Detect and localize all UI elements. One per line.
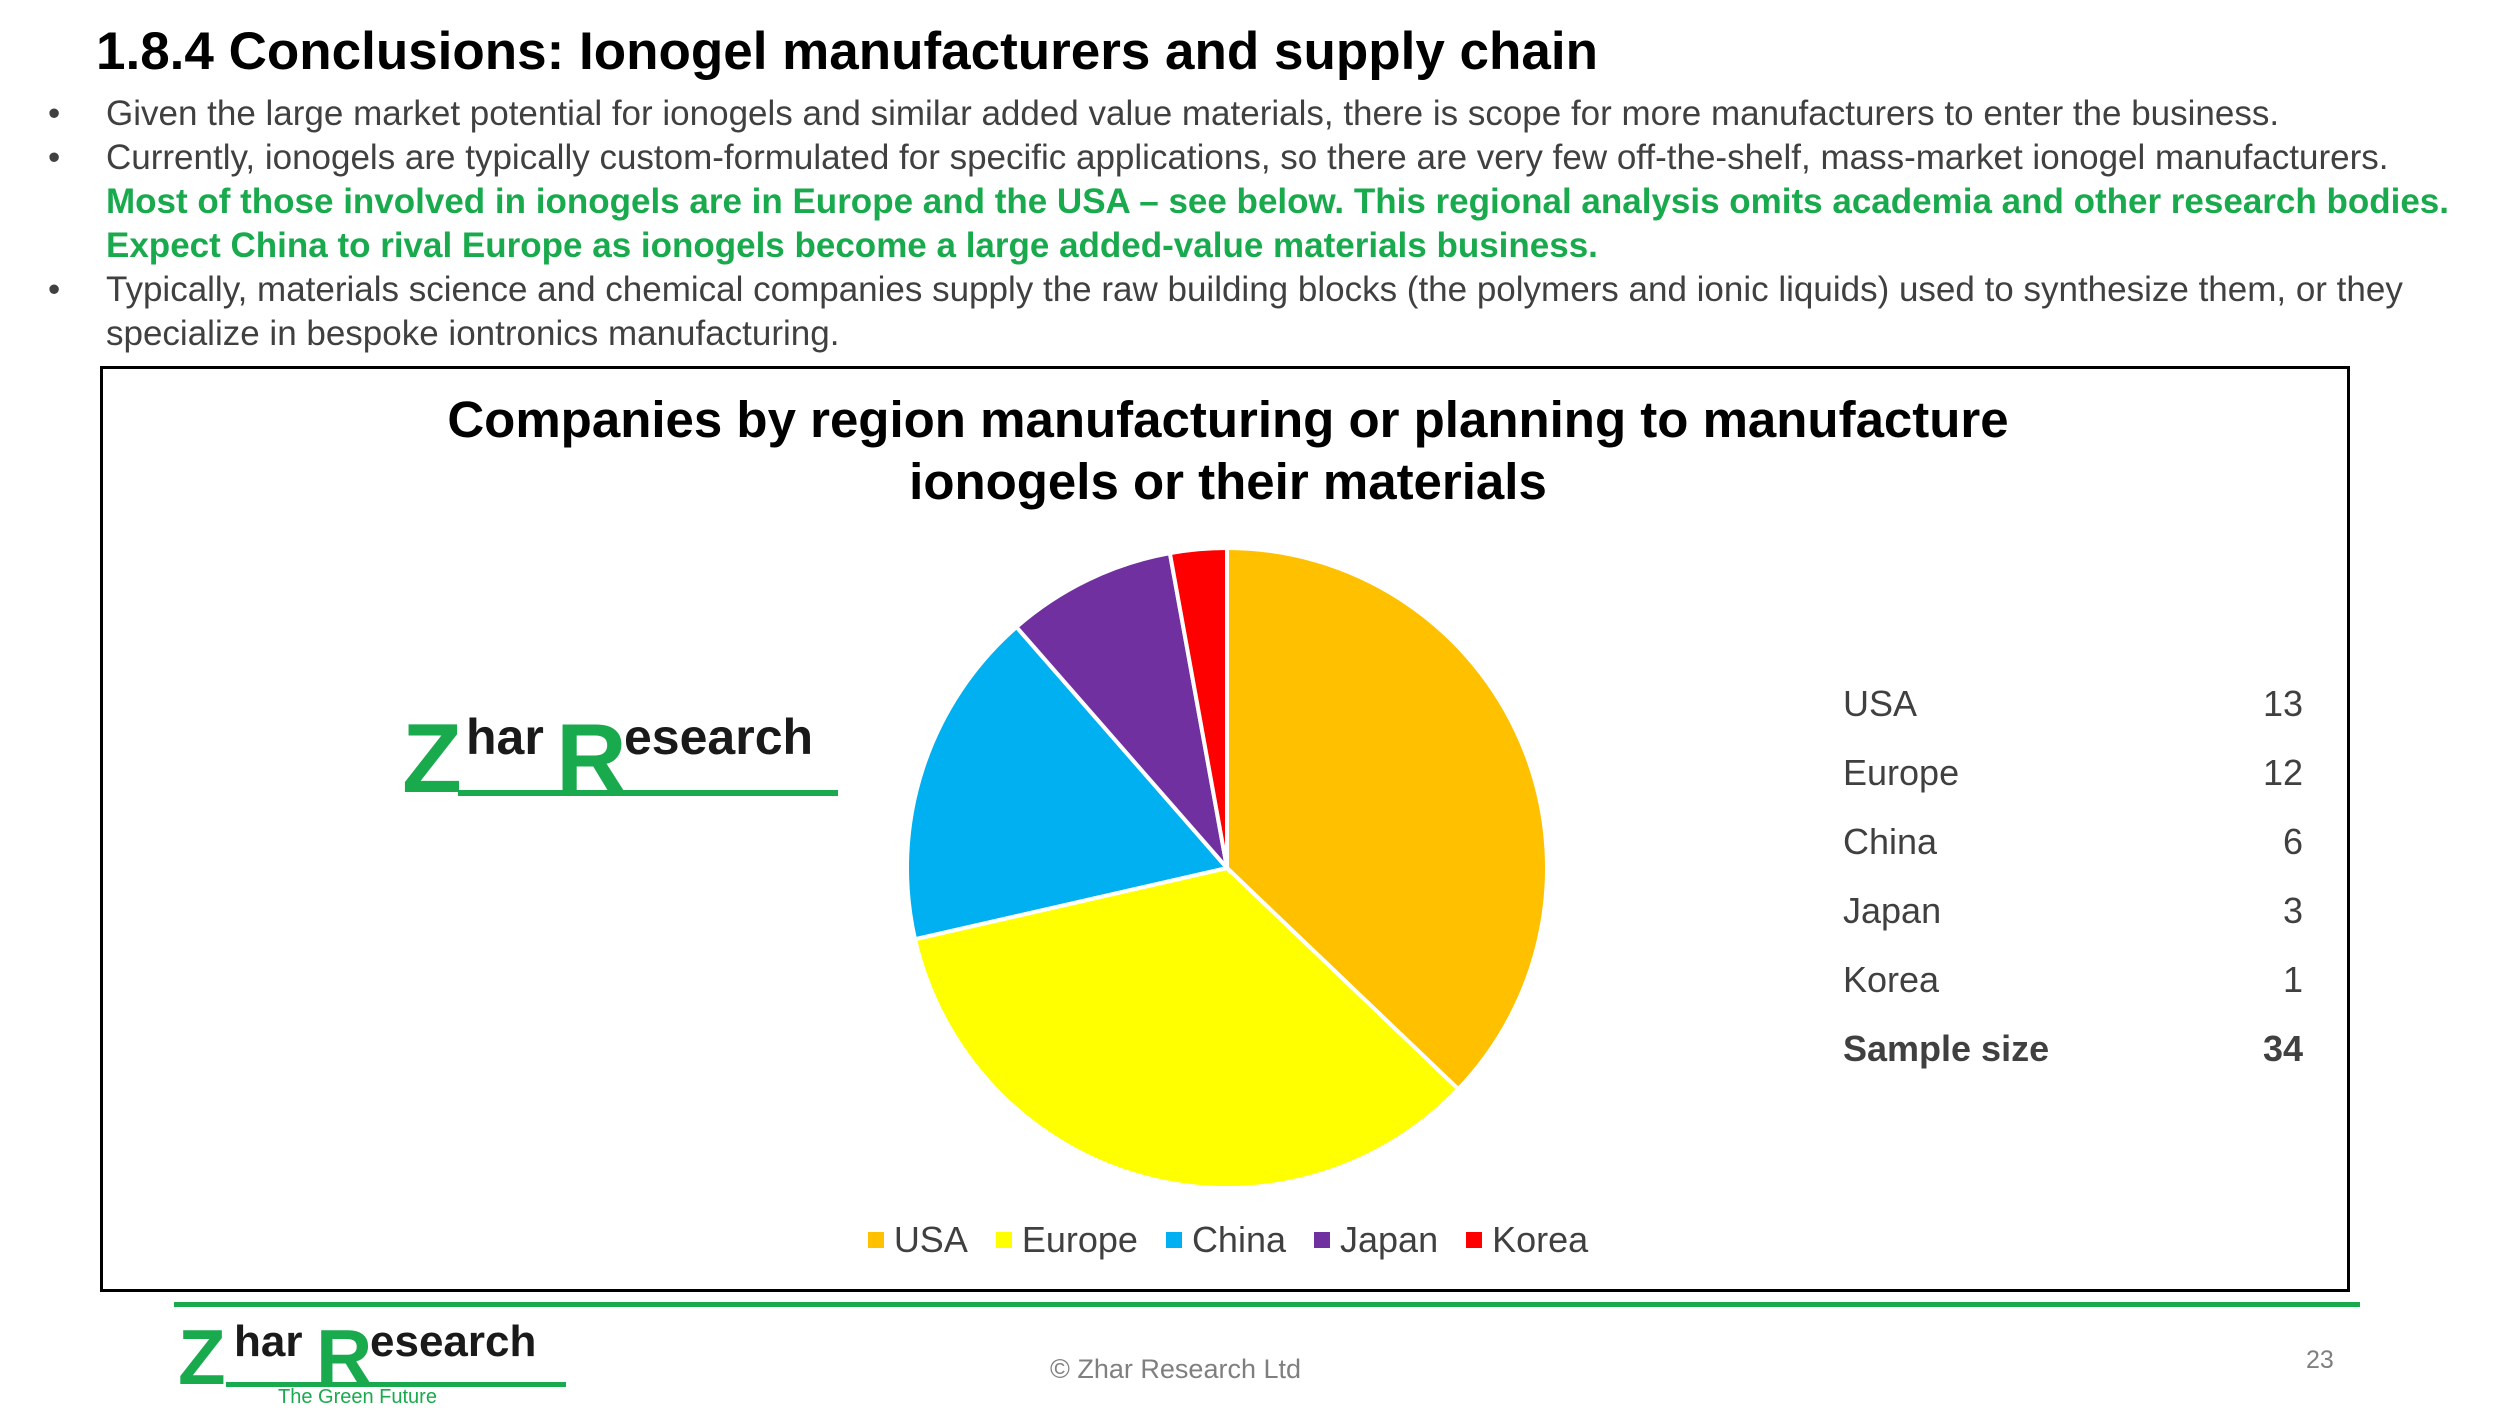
bullet-marker: • — [48, 94, 61, 133]
logo-part-har: har — [466, 709, 544, 765]
chart-title-line-2: ionogels or their materials — [909, 453, 1547, 510]
pie-chart — [905, 545, 1549, 1190]
bullet-marker: • — [48, 138, 61, 177]
region-count: 12 — [2262, 752, 2303, 793]
pie-slice-japan — [1013, 550, 1231, 875]
legend-item-usa: USA — [867, 1219, 968, 1261]
table-row-sample-size: Sample size 34 — [1843, 1014, 2303, 1083]
region-count: 3 — [2282, 890, 2303, 931]
page-number: 23 — [2306, 1346, 2334, 1374]
legend-swatch — [1165, 1232, 1182, 1248]
slide-title: 1.8.4 Conclusions: Ionogel manufacturers… — [96, 22, 1598, 81]
region-label: Europe — [1843, 752, 1960, 793]
table-row-europe: Europe 12 — [1843, 738, 2303, 807]
legend-swatch — [867, 1232, 884, 1248]
legend-item-europe: Europe — [995, 1219, 1138, 1261]
bullet-text: Typically, materials science and chemica… — [106, 270, 2403, 353]
footer-divider — [174, 1302, 2360, 1307]
bullet-item: • Currently, ionogels are typically cust… — [40, 136, 2460, 268]
legend-swatch — [1466, 1232, 1483, 1248]
footer-logo: Z har R esearch — [178, 1313, 566, 1390]
legend-item-china: China — [1165, 1219, 1286, 1261]
logo-letter-z: Z — [178, 1313, 226, 1390]
region-label: USA — [1843, 683, 1918, 724]
logo-underline — [226, 1382, 566, 1387]
chart-title-line-1: Companies by region manufacturing or pla… — [447, 391, 2009, 448]
legend-item-japan: Japan — [1314, 1219, 1438, 1261]
table-row-usa: USA 13 — [1843, 669, 2303, 738]
region-label: Korea — [1843, 959, 1940, 1000]
legend-label: China — [1191, 1219, 1286, 1260]
legend-label: Japan — [1340, 1219, 1439, 1260]
region-count: 6 — [2282, 821, 2303, 862]
pie-slice-europe — [912, 865, 1462, 1190]
pie-slice-usa — [1225, 545, 1549, 1092]
legend-item-korea: Korea — [1466, 1219, 1588, 1261]
logo-letter-r: R — [316, 1313, 372, 1390]
region-count-table: USA 13 Europe 12 China 6 Japan 3 Korea 1 Sample si… — [1843, 669, 2303, 1083]
legend-label: Korea — [1492, 1219, 1589, 1260]
bullet-item: • Given the large market potential for i… — [40, 92, 2460, 136]
logo-underline — [458, 790, 838, 796]
pie-slice-korea — [1167, 545, 1229, 869]
legend-swatch — [995, 1232, 1012, 1248]
legend-swatch — [1314, 1232, 1330, 1248]
logo-letter-z: Z — [402, 703, 462, 804]
copyright-notice: © Zhar Research Ltd — [1050, 1354, 1302, 1384]
bullet-marker: • — [48, 270, 61, 309]
sample-size-value: 34 — [2262, 1028, 2303, 1069]
legend-label: Europe — [1021, 1219, 1138, 1260]
table-row-japan: Japan 3 — [1843, 876, 2303, 945]
bullet-text: Currently, ionogels are typically custom… — [106, 138, 2389, 177]
logo-tagline: The Green Future — [278, 1386, 437, 1408]
logo-part-har: har — [234, 1317, 302, 1366]
legend-label: USA — [893, 1219, 968, 1260]
region-count: 13 — [2262, 683, 2303, 724]
table-row-china: China 6 — [1843, 807, 2303, 876]
bullet-text: Given the large market potential for ion… — [106, 94, 2280, 133]
region-label: China — [1843, 821, 1938, 862]
logo-part-esearch: esearch — [370, 1317, 536, 1366]
zhar-research-logo: Z har R esearch — [402, 703, 838, 804]
chart-frame: Companies by region manufacturing or pla… — [100, 366, 2350, 1292]
bullet-highlight-text: Most of those involved in ionogels are i… — [106, 182, 2450, 265]
region-count: 1 — [2282, 959, 2303, 1000]
logo-part-esearch: esearch — [624, 709, 813, 765]
chart-title: Companies by region manufacturing or pla… — [103, 389, 2353, 513]
region-label: Japan — [1843, 890, 1942, 931]
bullet-item: • Typically, materials science and chemi… — [40, 268, 2460, 356]
sample-size-label: Sample size — [1843, 1028, 2050, 1069]
bullet-list: • Given the large market potential for i… — [40, 92, 2460, 356]
logo-letter-r: R — [556, 703, 627, 804]
chart-legend: USA Europe China Japan Korea — [103, 1219, 2353, 1261]
table-row-korea: Korea 1 — [1843, 945, 2303, 1014]
pie-slice-china — [905, 624, 1231, 942]
